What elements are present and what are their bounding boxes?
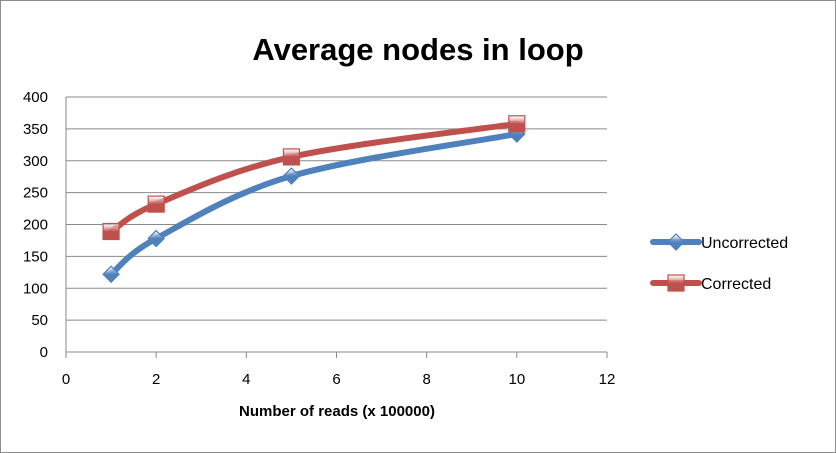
legend-item: Corrected <box>650 274 771 293</box>
data-point <box>508 115 526 133</box>
y-tick-label: 0 <box>40 344 48 361</box>
x-tick-label: 6 <box>332 371 340 388</box>
y-tick-label: 200 <box>23 217 48 234</box>
series-line <box>108 130 520 278</box>
legend-swatch-marker <box>667 233 685 251</box>
data-point <box>147 229 166 248</box>
data-point <box>147 195 165 213</box>
x-tick-label: 2 <box>152 371 160 388</box>
legend-item: Uncorrected <box>650 233 788 252</box>
y-tick-label: 400 <box>23 89 48 106</box>
x-tick-label: 12 <box>599 371 616 388</box>
y-tick-label: 350 <box>23 121 48 138</box>
data-point <box>282 148 301 166</box>
series-uncorrected <box>102 125 526 284</box>
x-tick-label: 0 <box>62 371 70 388</box>
y-tick-label: 150 <box>23 248 48 265</box>
x-tick-label: 8 <box>422 371 430 388</box>
y-tick-label: 250 <box>23 185 48 202</box>
x-tick-label: 4 <box>242 371 250 388</box>
data-series <box>102 115 526 284</box>
series-corrected <box>102 115 526 241</box>
tick-labels: 0 50 100 150 200 250 300 350 400 0 2 4 6 8 10 12 <box>23 89 615 388</box>
data-point <box>102 222 120 241</box>
y-tick-label: 50 <box>31 312 48 329</box>
x-tick-label: 10 <box>508 371 525 388</box>
axes <box>65 97 608 358</box>
y-tick-label: 100 <box>23 280 48 297</box>
legend: Uncorrected Corrected <box>650 233 788 293</box>
y-tick-label: 300 <box>23 153 48 170</box>
legend-swatch-marker <box>667 274 685 292</box>
data-point <box>102 265 120 284</box>
chart-title: Average nodes in loop <box>252 32 583 67</box>
series-line <box>108 120 520 235</box>
legend-label: Uncorrected <box>701 235 788 252</box>
x-axis-label: Number of reads (x 100000) <box>239 403 435 420</box>
data-point <box>282 167 301 185</box>
legend-label: Corrected <box>701 276 771 293</box>
